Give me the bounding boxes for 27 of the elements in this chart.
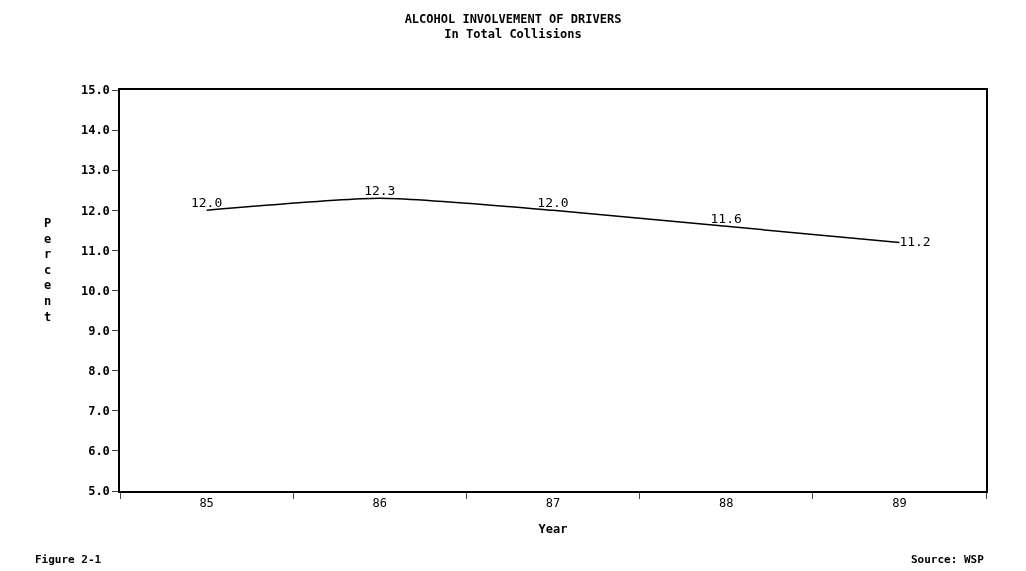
y-tick-label: 5.0 bbox=[88, 484, 110, 499]
data-label: 11.2 bbox=[899, 233, 931, 249]
y-tick-label: 13.0 bbox=[80, 163, 110, 178]
y-tick-label: 14.0 bbox=[80, 123, 110, 138]
x-tick-label: 88 bbox=[718, 496, 734, 511]
y-axis-title: Percent bbox=[44, 216, 52, 324]
chart-subtitle: In Total Collisions bbox=[444, 27, 582, 42]
source-note: Source: WSP bbox=[911, 553, 985, 566]
y-tick-label: 9.0 bbox=[88, 323, 110, 338]
y-tick-label: 11.0 bbox=[80, 243, 110, 258]
x-tick-label: 89 bbox=[892, 496, 907, 511]
y-tick-label: 15.0 bbox=[80, 83, 110, 98]
caption: Figure 2-1 bbox=[35, 553, 102, 566]
data-label: 12.0 bbox=[537, 195, 569, 211]
data-label: 12.0 bbox=[190, 195, 223, 211]
y-tick-label: 7.0 bbox=[88, 404, 110, 418]
data-label: 12.3 bbox=[364, 183, 396, 199]
chart-title: ALCOHOL INVOLVEMENT OF DRIVERS bbox=[404, 11, 622, 26]
x-tick-label: 87 bbox=[545, 496, 561, 511]
y-tick-label: 6.0 bbox=[88, 444, 110, 459]
x-tick-label: 86 bbox=[372, 496, 388, 511]
y-tick-label: 8.0 bbox=[88, 363, 110, 378]
x-axis-title: Year bbox=[538, 521, 568, 536]
data-label: 11.6 bbox=[710, 211, 742, 227]
y-tick-label: 12.0 bbox=[80, 203, 110, 218]
y-tick-label: 10.0 bbox=[80, 283, 110, 298]
x-tick-label: 85 bbox=[199, 496, 214, 511]
